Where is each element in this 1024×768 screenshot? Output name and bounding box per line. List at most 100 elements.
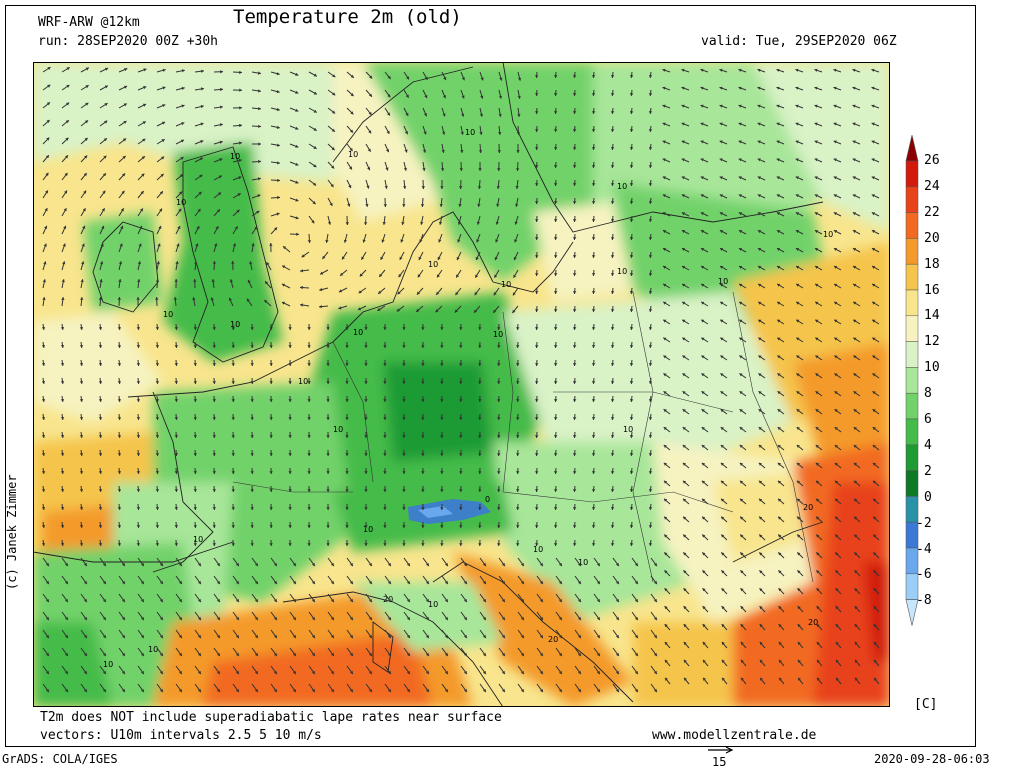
wind-vector-head (701, 409, 705, 413)
wind-vector-head (406, 562, 410, 567)
wind-vector-head (739, 409, 743, 413)
wind-vector-head (535, 345, 539, 348)
wind-vector-head (516, 453, 520, 456)
wind-vector-head (648, 345, 653, 348)
wind-vector-head (779, 677, 782, 681)
wind-vector-head (364, 222, 368, 225)
wind-vector-head (776, 158, 780, 162)
contour-label: 10 (623, 425, 633, 434)
wind-vector-head (193, 543, 197, 546)
wind-vector-head (421, 507, 425, 510)
wind-vector-head (554, 219, 558, 222)
wind-vector-head (60, 507, 65, 510)
copyright-label: (c) Janek Zimmer (5, 474, 19, 590)
wind-vector-head (558, 652, 562, 657)
wind-vector-head (796, 391, 800, 395)
wind-vector-head (199, 157, 203, 161)
wind-vector-head (118, 261, 123, 265)
wind-vector-head (872, 445, 876, 448)
wind-vector-head (358, 290, 362, 294)
wind-vector-head (629, 417, 634, 420)
wind-vector-head (596, 580, 600, 585)
wind-vector-head (326, 363, 330, 366)
wind-vector-head (573, 75, 577, 78)
wind-vector-head (681, 212, 685, 216)
wind-vector-head (41, 543, 46, 546)
wind-vector-head (422, 167, 426, 171)
wind-vector-head (662, 86, 666, 90)
wind-vector-head (592, 237, 596, 240)
wind-vector-head (816, 624, 820, 628)
wind-vector-head (535, 219, 539, 222)
wind-vector-head (45, 598, 49, 603)
wind-vector-head (664, 606, 668, 610)
wind-vector-head (797, 498, 801, 502)
wind-vector-head (611, 435, 615, 438)
wind-vector-head (497, 471, 501, 474)
wind-vector-head (422, 149, 427, 153)
wind-vector-head (257, 71, 261, 75)
wind-vector-head (400, 239, 404, 243)
wind-vector-head (854, 641, 858, 646)
wind-vector-head (444, 634, 448, 639)
wind-vector-head (359, 273, 363, 277)
wind-vector-head (457, 239, 461, 243)
colorbar-segment (905, 341, 919, 368)
wind-vector-head (402, 543, 406, 546)
wind-vector-head (159, 652, 163, 657)
wind-vector-head (140, 616, 144, 621)
wind-vector-head (387, 616, 391, 621)
wind-vector-head (834, 427, 838, 431)
wind-vector-head (121, 670, 125, 675)
wind-vector-head (577, 688, 581, 693)
wind-vector-head (611, 255, 615, 258)
wind-vector-head (648, 507, 653, 510)
wind-vector-head (377, 307, 381, 311)
wind-vector-head (853, 373, 857, 377)
wind-vector-head (648, 255, 653, 258)
wind-vector-head (648, 417, 653, 420)
wind-vector-head (535, 165, 539, 168)
wind-vector-head (122, 173, 126, 177)
wind-vector-head (653, 580, 657, 585)
wind-vector-head (664, 534, 668, 538)
wind-vector-head (383, 417, 387, 420)
colorbar-segment (905, 418, 919, 446)
contour-label: 10 (230, 152, 240, 161)
wind-vector-head (193, 399, 197, 402)
wind-vector-head (496, 186, 500, 189)
wind-vector-head (814, 68, 818, 72)
wind-vector-head (740, 641, 744, 646)
wind-vector-head (814, 176, 818, 180)
wind-vector-head (249, 261, 253, 265)
wind-vector-head (554, 237, 558, 240)
wind-vector-head (852, 176, 856, 180)
wind-vector-head (313, 73, 317, 77)
wind-vector-head (592, 435, 596, 438)
wind-vector-head (516, 489, 520, 492)
wind-vector-head (662, 140, 666, 144)
wind-vector-head (853, 301, 857, 305)
wind-vector-head (307, 543, 311, 546)
wind-vector-head (516, 543, 520, 546)
wind-vector-head (873, 641, 877, 646)
wind-vector-head (776, 248, 781, 251)
wind-vector-head (611, 381, 615, 384)
contour-label: 10 (428, 600, 438, 609)
wind-vector-head (501, 652, 505, 657)
wind-vector-head (459, 168, 463, 171)
wind-vector-head (498, 113, 502, 117)
wind-vector-head (159, 616, 163, 621)
wind-vector-head (719, 68, 723, 72)
map-title: Temperature 2m (old) (233, 6, 462, 28)
wind-vector-head (79, 525, 84, 528)
wind-vector-head (98, 435, 103, 438)
wind-vector-head (740, 534, 744, 538)
wind-vector-head (368, 616, 372, 621)
wind-vector-head (873, 534, 877, 538)
reference-vector: 15 (708, 746, 734, 768)
wind-vector-head (648, 273, 653, 276)
wind-vector-head (702, 588, 706, 592)
wind-vector-head (83, 634, 87, 639)
wind-vector-head (425, 670, 429, 675)
